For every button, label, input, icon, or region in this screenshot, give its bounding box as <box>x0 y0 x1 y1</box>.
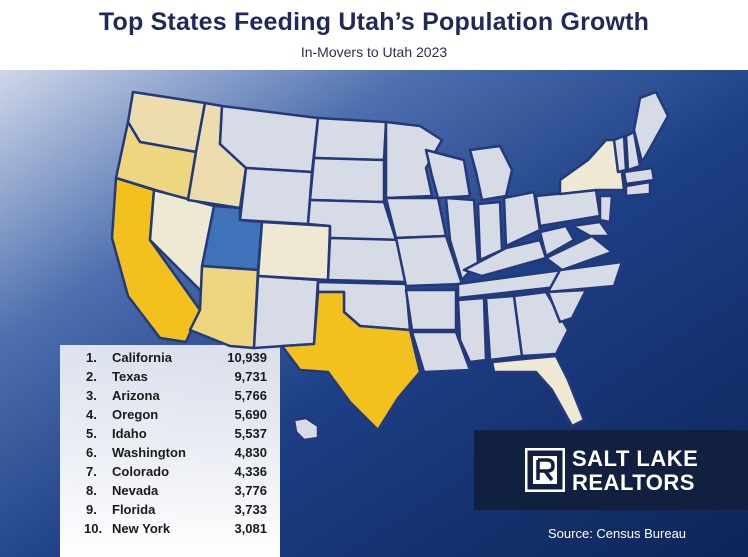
mover-count: 4,336 <box>234 464 267 479</box>
rank-number: 10. <box>84 521 103 536</box>
state-name: New York <box>112 521 171 536</box>
state-hawaii <box>292 416 320 442</box>
rank-number: 7. <box>86 464 97 479</box>
state-maryland-delaware <box>570 220 612 238</box>
rank-number: 6. <box>86 445 97 460</box>
logo-line-2: REALTORS <box>572 470 695 495</box>
state-name: Colorado <box>112 464 170 479</box>
state-new-mexico <box>252 274 320 350</box>
list-item: 9. Florida 3,733 <box>72 502 277 520</box>
mover-count: 4,830 <box>234 445 267 460</box>
state-virginia <box>544 234 614 272</box>
mover-count: 5,690 <box>234 407 267 422</box>
rank-number: 3. <box>86 388 97 403</box>
state-name: Washington <box>112 445 186 460</box>
rank-number: 4. <box>86 407 97 422</box>
list-item: 10. New York 3,081 <box>72 521 277 539</box>
state-west-virginia <box>538 224 576 258</box>
logo-panel <box>474 430 748 510</box>
state-connecticut-ri <box>624 180 652 198</box>
mover-count: 10,939 <box>227 350 267 365</box>
list-item: 6. Washington 4,830 <box>72 445 277 463</box>
state-florida <box>490 354 586 428</box>
state-arkansas <box>404 288 458 332</box>
ranking-list: 1. California 10,939 2. Texas 9,731 3. A… <box>72 350 277 550</box>
state-texas <box>280 290 422 432</box>
mover-count: 3,081 <box>234 521 267 536</box>
header: Top States Feeding Utah’s Population Gro… <box>0 0 748 70</box>
state-iowa <box>384 196 448 240</box>
state-wisconsin <box>424 148 472 200</box>
source-credit: Source: Census Bureau <box>548 526 687 541</box>
logo-line-1: SALT LAKE <box>572 446 699 471</box>
state-wyoming <box>238 166 314 226</box>
brand-logo-text: SALT LAKE REALTORS <box>572 447 698 495</box>
mover-count: 3,733 <box>234 502 267 517</box>
page-subtitle: In-Movers to Utah 2023 <box>300 44 448 60</box>
rank-number: 1. <box>86 350 97 365</box>
rank-number: 9. <box>86 502 97 517</box>
state-kansas <box>326 236 408 284</box>
list-item: 5. Idaho 5,537 <box>72 426 277 444</box>
list-item: 1. California 10,939 <box>72 350 277 368</box>
list-item: 4. Oregon 5,690 <box>72 407 277 425</box>
list-item: 7. Colorado 4,336 <box>72 464 277 482</box>
state-name: Florida <box>112 502 156 517</box>
rank-number: 8. <box>86 483 97 498</box>
state-name: Nevada <box>112 483 159 498</box>
mover-count: 9,731 <box>234 369 267 384</box>
state-south-dakota <box>308 156 386 204</box>
state-mississippi <box>456 296 488 364</box>
state-louisiana <box>410 330 472 374</box>
list-item: 3. Arizona 5,766 <box>72 388 277 406</box>
list-item: 8. Nevada 3,776 <box>72 483 277 501</box>
mover-count: 5,766 <box>234 388 267 403</box>
state-michigan <box>468 144 514 202</box>
state-name: Arizona <box>112 388 160 403</box>
page-title: Top States Feeding Utah’s Population Gro… <box>98 8 650 36</box>
rank-number: 2. <box>86 369 97 384</box>
us-map <box>0 70 748 557</box>
state-name: California <box>112 350 172 365</box>
state-name: Texas <box>112 369 148 384</box>
state-massachusetts <box>622 166 656 186</box>
state-new-hampshire <box>624 130 642 172</box>
rank-number: 5. <box>86 426 97 441</box>
state-name: Idaho <box>112 426 147 441</box>
mover-count: 3,776 <box>234 483 267 498</box>
state-new-jersey <box>598 194 614 224</box>
ranking-panel-background <box>60 345 280 557</box>
state-name: Oregon <box>112 407 159 422</box>
state-ohio <box>502 190 542 248</box>
mover-count: 5,537 <box>234 426 267 441</box>
state-maine <box>632 90 670 164</box>
list-item: 2. Texas 9,731 <box>72 369 277 387</box>
state-colorado <box>256 220 332 282</box>
state-vermont <box>612 134 628 174</box>
realtor-r-logo-icon <box>525 448 565 492</box>
state-north-dakota <box>312 116 388 162</box>
